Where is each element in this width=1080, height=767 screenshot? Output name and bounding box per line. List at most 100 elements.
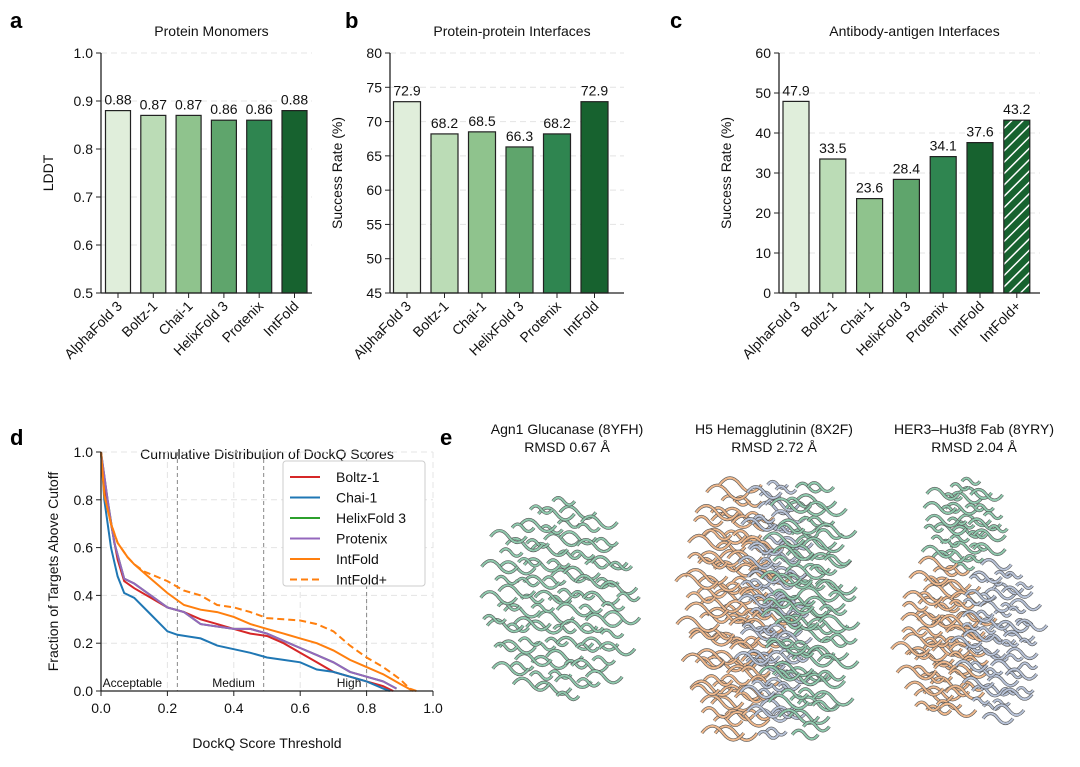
- panel-label-d: d: [10, 425, 23, 450]
- predicted-ribbon: [942, 549, 977, 562]
- predicted-ribbon: [686, 591, 716, 604]
- predicted-ribbon: [932, 522, 967, 536]
- chart-title: Protein-protein Interfaces: [433, 23, 590, 39]
- predicted-ribbon: [776, 631, 813, 645]
- predicted-ribbon: [921, 545, 955, 558]
- predicted-ribbon: [1020, 662, 1038, 670]
- bar-intfold: [966, 142, 994, 294]
- predicted-ribbon: [693, 515, 724, 527]
- y-tick-label: 0.2: [74, 635, 94, 651]
- data-label: 0.87: [140, 96, 167, 112]
- x-tick-label: IntFold+: [977, 298, 1024, 345]
- predicted-ribbon: [818, 614, 860, 631]
- predicted-ribbon: [907, 646, 948, 662]
- data-label: 34.1: [930, 138, 957, 154]
- predicted-ribbon: [578, 604, 603, 614]
- bar-boltz-1: [819, 158, 847, 294]
- predicted-ribbon: [896, 665, 936, 680]
- predicted-ribbon: [675, 616, 720, 633]
- predicted-ribbon: [703, 674, 734, 687]
- x-tick-label: 0.4: [224, 700, 244, 716]
- data-label: 33.5: [819, 140, 846, 156]
- predicted-ribbon: [584, 559, 609, 569]
- predicted-ribbon: [695, 648, 740, 665]
- y-tick-label: 0.5: [74, 285, 94, 301]
- bar-alphafold-3: [782, 100, 810, 294]
- predicted-ribbon: [603, 610, 641, 625]
- predicted-ribbon: [576, 538, 614, 553]
- predicted-ribbon: [1008, 606, 1026, 614]
- predicted-ribbon: [974, 503, 995, 512]
- data-label: 0.86: [210, 101, 237, 117]
- predicted-ribbon: [747, 542, 784, 556]
- predicted-ribbon: [576, 677, 601, 688]
- predicted-ribbon: [518, 636, 542, 647]
- y-tick-label: 0.9: [74, 93, 94, 109]
- predicted-ribbon: [795, 534, 837, 550]
- predicted-ribbon: [969, 574, 987, 583]
- predicted-ribbon: [754, 626, 776, 636]
- panel-label-b: b: [345, 8, 358, 33]
- predicted-ribbon: [817, 670, 846, 682]
- predicted-ribbon: [961, 610, 994, 623]
- predicted-ribbon: [706, 607, 750, 624]
- y-axis-label: Success Rate (%): [718, 117, 734, 229]
- predicted-ribbon: [690, 684, 720, 696]
- predicted-ribbon: [823, 554, 852, 566]
- predicted-ribbon: [564, 659, 588, 669]
- predicted-ribbon: [517, 557, 542, 567]
- predicted-ribbon: [557, 588, 582, 598]
- bar-intfold-: [1003, 119, 1031, 294]
- predicted-ribbon: [740, 665, 771, 678]
- predicted-ribbon: [749, 545, 772, 555]
- y-tick-label: 30: [755, 165, 771, 181]
- predicted-ribbon: [950, 541, 984, 554]
- predicted-ribbon: [962, 622, 980, 631]
- x-tick-label: Protenix: [516, 298, 564, 346]
- predicted-ribbon: [511, 523, 535, 533]
- predicted-ribbon: [552, 624, 577, 634]
- predicted-ribbon: [1005, 653, 1024, 662]
- predicted-ribbon: [746, 569, 783, 584]
- legend-label: IntFold: [336, 551, 379, 567]
- bar-helixfold-3: [505, 146, 534, 294]
- predicted-ribbon: [494, 575, 519, 585]
- predicted-ribbon: [961, 477, 981, 486]
- predicted-ribbon: [744, 649, 781, 664]
- panel-a-bar-chart: Protein Monomers 0.5 0.6 0.7 0.8 0.9 1.0 LDDT 0.…: [40, 23, 312, 362]
- predicted-ribbon: [575, 642, 600, 653]
- x-tick-label: AlphaFold 3: [350, 298, 414, 362]
- predicted-ribbon: [554, 674, 593, 689]
- bar-alphafold-3: [104, 109, 132, 294]
- predicted-ribbon: [787, 653, 809, 663]
- predicted-ribbon: [950, 482, 970, 491]
- predicted-ribbon: [1005, 668, 1038, 681]
- bar-protenix: [542, 133, 572, 294]
- bar-helixfold-3: [210, 119, 237, 294]
- panel-label-c: c: [670, 8, 682, 33]
- predicted-ribbon: [984, 587, 1016, 600]
- predicted-ribbon: [978, 600, 1011, 613]
- bar-alphafold-3: [392, 101, 422, 294]
- predicted-ribbon: [937, 702, 977, 718]
- predicted-ribbon: [993, 609, 1012, 618]
- threshold-label: High: [337, 676, 362, 690]
- predicted-ribbon: [772, 589, 800, 600]
- predicted-ribbon: [806, 623, 835, 635]
- predicted-ribbon: [933, 566, 959, 577]
- predicted-ribbon: [739, 685, 776, 699]
- predicted-ribbon: [1001, 586, 1033, 599]
- predicted-ribbon: [772, 555, 801, 567]
- bar-helixfold-3: [892, 178, 921, 294]
- y-axis-label: Fraction of Targets Above Cutoff: [45, 472, 61, 672]
- predicted-ribbon: [1001, 639, 1019, 647]
- predicted-ribbon: [774, 618, 803, 630]
- y-tick-label: 50: [366, 251, 382, 267]
- predicted-ribbon: [600, 629, 624, 639]
- predicted-ribbon: [949, 491, 984, 504]
- data-label: 72.9: [581, 83, 608, 99]
- y-tick-label: 0.4: [74, 587, 94, 603]
- predicted-ribbon: [543, 532, 582, 547]
- x-tick-label: IntFold: [260, 298, 302, 340]
- predicted-ribbon: [1016, 619, 1048, 632]
